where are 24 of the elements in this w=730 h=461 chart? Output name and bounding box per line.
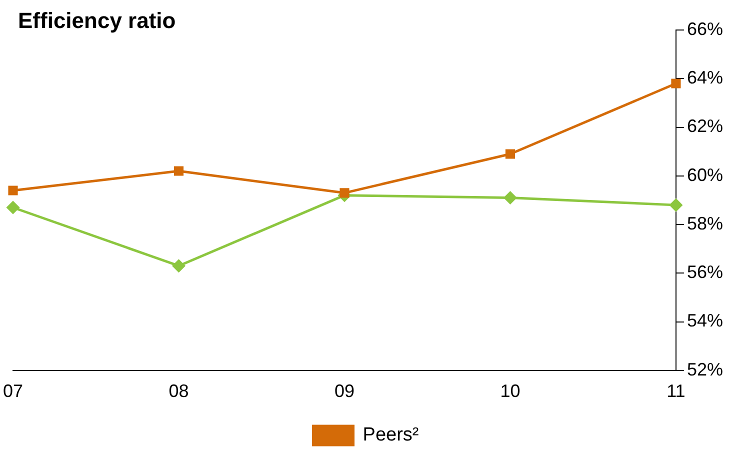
- legend-label: Peers²: [362, 424, 419, 446]
- point: [172, 260, 185, 272]
- y-tick-label: 52%: [686, 359, 724, 380]
- y-tick-label: 60%: [686, 164, 724, 185]
- point: [671, 78, 681, 88]
- chart-title: Efficiency ratio: [18, 8, 176, 34]
- x-tick-label: 08: [168, 381, 189, 402]
- y-tick-label: 56%: [686, 262, 724, 282]
- point: [504, 192, 516, 204]
- y-tick-label: 62%: [686, 116, 724, 136]
- point: [505, 149, 516, 159]
- x-tick-label: 11: [666, 381, 686, 402]
- point: [670, 198, 682, 212]
- x-tick-label: 07: [2, 381, 24, 402]
- y-tick-label: 64%: [686, 68, 724, 88]
- y-tick-label: 54%: [686, 310, 724, 331]
- x-tick-label: 10: [500, 381, 520, 402]
- y-tick-label: 66%: [686, 18, 724, 39]
- y-tick-label: 58%: [686, 213, 724, 234]
- point: [174, 166, 184, 176]
- point: [8, 186, 18, 196]
- point: [6, 201, 20, 214]
- point: [340, 188, 350, 198]
- x-tick-label: 09: [334, 381, 355, 402]
